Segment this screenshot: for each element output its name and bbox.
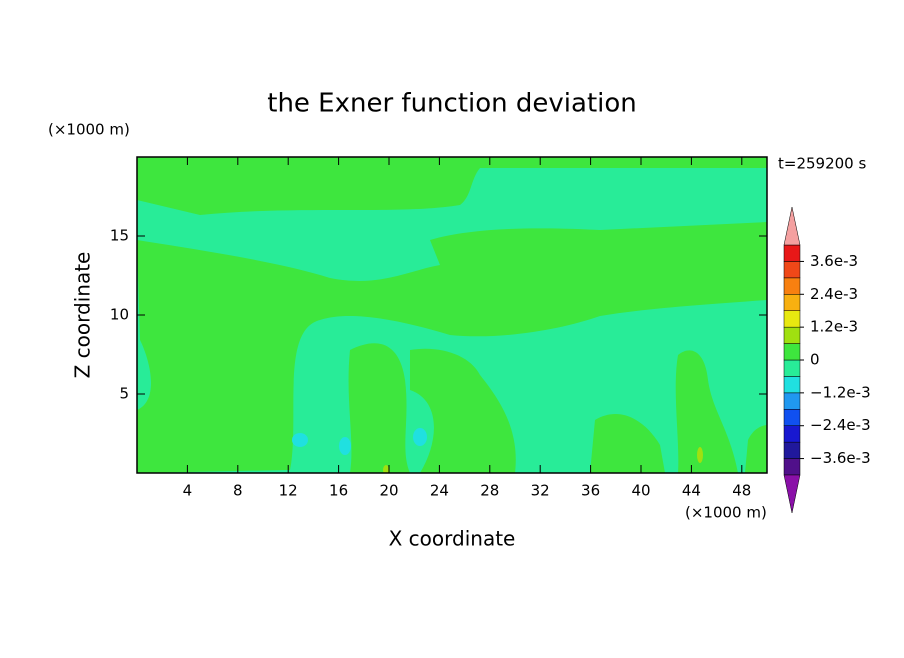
colorbar-bin [783, 244, 801, 262]
x-tick-label: 8 [233, 482, 243, 500]
contour-region [697, 447, 703, 463]
contour-region [745, 425, 767, 473]
colorbar-tick-label: −3.6e-3 [810, 449, 871, 467]
x-tick-label: 48 [732, 482, 751, 500]
contour-region [675, 350, 738, 473]
contour-region [410, 348, 516, 473]
colorbar-bin [783, 458, 801, 476]
colorbar-tick-label: 0 [810, 351, 820, 369]
colorbar-bin [783, 425, 801, 443]
colorbar-bin [783, 326, 801, 344]
contour-region [590, 414, 665, 473]
y-tick-label: 5 [119, 385, 129, 403]
x-tick-label: 36 [581, 482, 600, 500]
x-tick-label: 40 [631, 482, 650, 500]
contour-region [292, 433, 308, 447]
colorbar-tick-label: 3.6e-3 [810, 252, 858, 270]
colorbar-tick-label: −2.4e-3 [810, 416, 871, 434]
y-tick-label: 10 [110, 306, 129, 324]
y-tick-label: 15 [110, 227, 129, 245]
x-tick-label: 24 [430, 482, 449, 500]
colorbar-bin [783, 294, 801, 311]
colorbar-bin [783, 343, 801, 361]
x-tick-label: 16 [329, 482, 348, 500]
colorbar-tick-label: 1.2e-3 [810, 318, 858, 336]
x-tick-label: 32 [531, 482, 550, 500]
contour-region [348, 343, 410, 473]
colorbar-bin [783, 376, 801, 394]
contour-region [137, 222, 767, 473]
contour-region [339, 437, 351, 455]
time-label: t=259200 s [778, 155, 866, 173]
contour-field [137, 157, 767, 473]
x-tick-label: 44 [682, 482, 701, 500]
colorbar-bin [783, 359, 801, 377]
colorbar-bin [783, 392, 801, 410]
contour-region [383, 465, 389, 473]
colorbar-tick-label: 2.4e-3 [810, 285, 858, 303]
contour-region [137, 157, 767, 215]
colorbar-extend-high [783, 206, 801, 246]
colorbar-bin [783, 261, 801, 279]
x-unit: (×1000 m) [685, 504, 767, 522]
x-tick-label: 28 [480, 482, 499, 500]
colorbar-extend-low [783, 474, 801, 514]
contour-region [413, 428, 427, 446]
x-axis-label: X coordinate [389, 527, 516, 551]
colorbar-bin [783, 441, 801, 459]
x-tick-label: 20 [379, 482, 398, 500]
x-tick-label: 12 [279, 482, 298, 500]
y-unit: (×1000 m) [48, 121, 130, 139]
chart-title: the Exner function deviation [267, 89, 637, 119]
x-tick-label: 4 [183, 482, 193, 500]
colorbar-bin [783, 409, 801, 426]
y-axis-label: Z coordinate [71, 252, 95, 379]
colorbar-bin [783, 277, 801, 295]
colorbar-tick-label: −1.2e-3 [810, 383, 871, 401]
colorbar-bin [783, 310, 801, 328]
